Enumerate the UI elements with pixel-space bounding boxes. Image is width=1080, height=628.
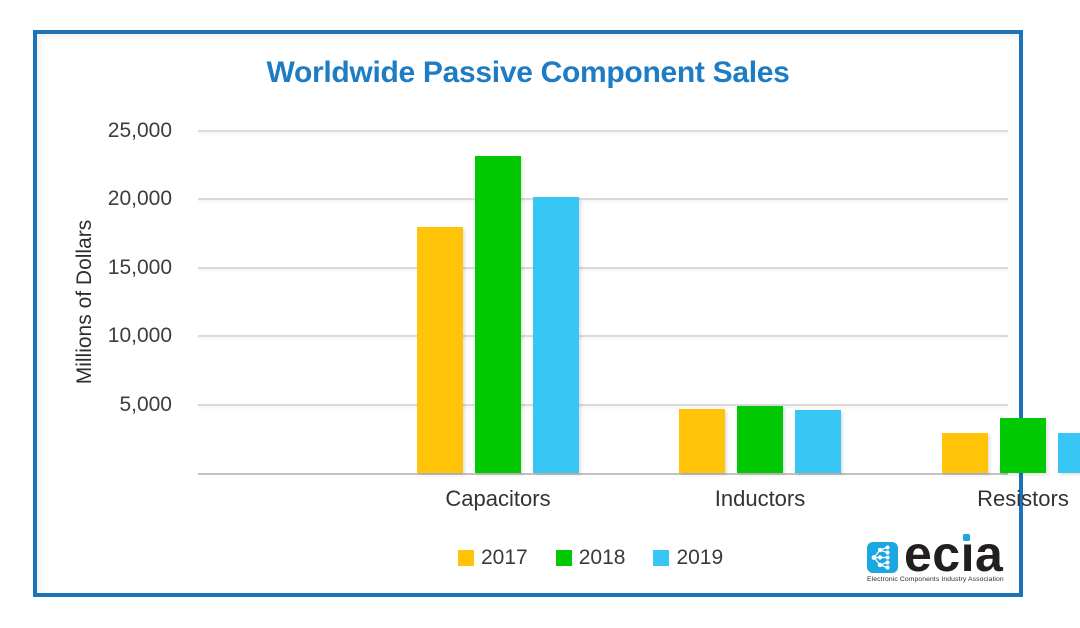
gridline-5000 bbox=[198, 403, 1008, 406]
y-tick-label-15000: 15,000 bbox=[107, 255, 172, 279]
gridline-25000 bbox=[198, 130, 1008, 132]
gridline-15000 bbox=[198, 266, 1008, 269]
bar-capacitors-2019 bbox=[533, 196, 579, 473]
x-axis-label-resistors: Resistors bbox=[977, 486, 1069, 511]
bar-resistors-2017 bbox=[942, 433, 988, 473]
gridline-10000 bbox=[198, 335, 1008, 338]
bar-inductors-2018 bbox=[737, 405, 783, 473]
bar-inductors-2017 bbox=[679, 408, 725, 473]
bar-capacitors-2017 bbox=[417, 226, 463, 473]
ecia-i-dot bbox=[963, 534, 970, 541]
legend-item-2018: 2018 bbox=[555, 546, 626, 570]
x-axis-label-capacitors: Capacitors bbox=[445, 486, 551, 511]
plot-area bbox=[198, 130, 1080, 475]
ecia-logo: ecıa Electronic Components Industry Asso… bbox=[867, 526, 1027, 583]
ecia-logo-icon bbox=[867, 542, 898, 573]
gridline-20000 bbox=[198, 198, 1008, 201]
y-tick-label-25000: 25,000 bbox=[107, 119, 172, 142]
y-axis-title: Millions of Dollars bbox=[73, 219, 96, 385]
legend-label-2018: 2018 bbox=[578, 546, 626, 569]
y-tick-label-5000: 5,000 bbox=[119, 392, 172, 416]
legend-swatch-2019 bbox=[653, 550, 670, 566]
legend: 2017 2018 2019 bbox=[458, 546, 723, 570]
y-tick-label-20000: 20,000 bbox=[107, 187, 172, 211]
chart-frame: Worldwide Passive Component Sales Millio… bbox=[33, 30, 1080, 597]
x-axis-label-inductors: Inductors bbox=[714, 486, 806, 511]
bar-capacitors-2018 bbox=[475, 155, 521, 473]
bar-resistors-2019 bbox=[1058, 433, 1080, 473]
legend-swatch-2018 bbox=[555, 550, 572, 566]
legend-item-2017: 2017 bbox=[458, 546, 528, 570]
ecia-logo-text: ecıa bbox=[904, 526, 1004, 582]
bar-inductors-2019 bbox=[795, 410, 841, 473]
legend-label-2017: 2017 bbox=[481, 546, 528, 569]
ecia-logo-tagline: Electronic Components Industry Associati… bbox=[867, 576, 1004, 583]
bar-resistors-2018 bbox=[1000, 418, 1046, 473]
y-tick-label-10000: 10,000 bbox=[107, 324, 172, 348]
chart-title: Worldwide Passive Component Sales bbox=[266, 56, 790, 89]
x-axis-baseline bbox=[198, 473, 1008, 475]
legend-swatch-2017 bbox=[458, 550, 474, 566]
legend-label-2019: 2019 bbox=[676, 546, 724, 569]
legend-item-2019: 2019 bbox=[653, 546, 723, 570]
